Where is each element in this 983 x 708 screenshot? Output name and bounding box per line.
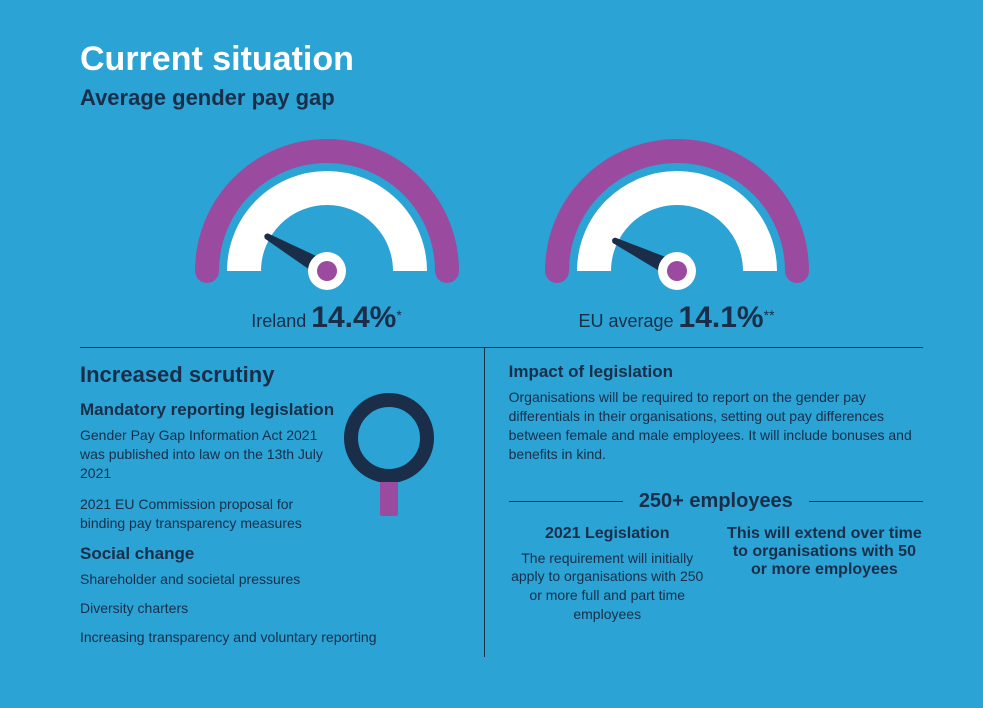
legislation-text: The requirement will initially apply to … (509, 549, 706, 625)
right-column: Impact of legislation Organisations will… (485, 348, 923, 657)
mandatory-para-1: Gender Pay Gap Information Act 2021 was … (80, 426, 340, 483)
gauge-eu-label: EU average 14.1%** (578, 301, 774, 335)
social-item-1: Shareholder and societal pressures (80, 570, 454, 589)
social-change-heading: Social change (80, 544, 454, 564)
gauge-eu-svg (532, 131, 822, 291)
gauge-eu-value: 14.1% (679, 301, 764, 334)
mandatory-para-2: 2021 EU Commission proposal for binding … (80, 495, 340, 533)
employees-section: 250+ employees 2021 Legislation The requ… (509, 490, 923, 625)
gauges-row: Ireland 14.4%* EU average 14.1%** (80, 131, 923, 335)
page-title: Current situation (80, 40, 923, 79)
gauge-eu: EU average 14.1%** (532, 131, 822, 335)
gauge-eu-asterisk: ** (764, 307, 775, 323)
employees-col-2: This will extend over time to organisati… (726, 525, 923, 625)
social-item-2: Diversity charters (80, 599, 454, 618)
employees-header: 250+ employees (509, 490, 923, 513)
social-item-3: Increasing transparency and voluntary re… (80, 628, 454, 647)
impact-para: Organisations will be required to report… (509, 388, 923, 464)
lower-section: Increased scrutiny Mandatory reporting l… (80, 347, 923, 657)
legislation-heading: 2021 Legislation (509, 525, 706, 543)
employees-title: 250+ employees (623, 490, 809, 513)
gauge-ireland-value: 14.4% (311, 301, 396, 334)
gauge-ireland-label: Ireland 14.4%* (251, 301, 402, 335)
gauge-ireland-asterisk: * (396, 307, 401, 323)
divider-line-left (509, 501, 623, 502)
gauge-ireland-svg (182, 131, 472, 291)
page-subtitle: Average gender pay gap (80, 85, 923, 111)
divider-line-right (809, 501, 923, 502)
employees-col-1: 2021 Legislation The requirement will in… (509, 525, 706, 625)
gauge-ireland-name: Ireland (251, 311, 306, 331)
increased-scrutiny-heading: Increased scrutiny (80, 362, 454, 388)
magnifier-icon (334, 388, 444, 528)
gauge-eu-name: EU average (578, 311, 673, 331)
extend-text: This will extend over time to organisati… (726, 525, 923, 579)
impact-heading: Impact of legislation (509, 362, 923, 382)
left-column: Increased scrutiny Mandatory reporting l… (80, 348, 485, 657)
gauge-ireland: Ireland 14.4%* (182, 131, 472, 335)
employees-columns: 2021 Legislation The requirement will in… (509, 525, 923, 625)
